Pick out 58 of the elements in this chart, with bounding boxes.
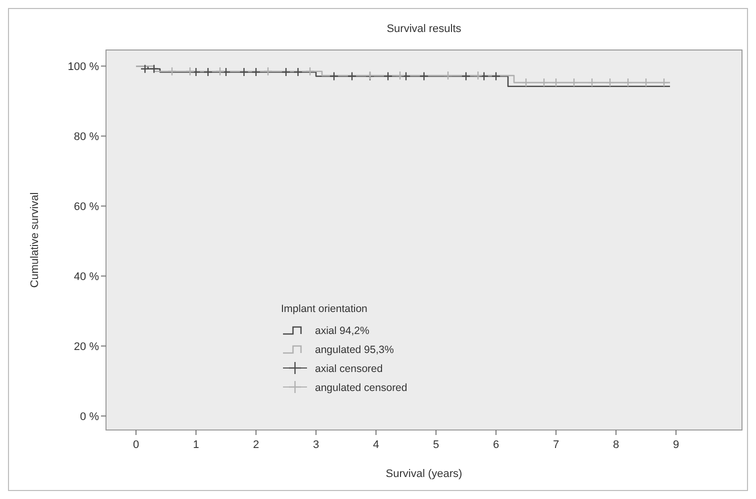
point (401, 72, 411, 81)
x-tick-label: 3 (312, 439, 320, 451)
point (293, 67, 303, 77)
point (329, 72, 339, 81)
y-axis-title: Cumulative survival (29, 192, 41, 288)
point (251, 67, 261, 77)
point (587, 78, 597, 88)
point (605, 78, 615, 88)
point (539, 78, 549, 88)
point (419, 72, 429, 81)
point (167, 66, 177, 76)
point (461, 72, 471, 81)
x-tick-label: 7 (552, 439, 560, 451)
point (641, 78, 651, 88)
point (221, 67, 231, 77)
point (623, 78, 633, 88)
point (383, 72, 393, 81)
legend-label: angulated 95,3% (315, 344, 394, 356)
point (185, 66, 195, 76)
y-tick-label: 60 % (74, 201, 100, 214)
x-tick-label: 2 (252, 439, 260, 451)
point (521, 78, 531, 88)
point (305, 66, 315, 76)
x-tick-label: 4 (372, 439, 380, 451)
y-tick-label: 0 % (80, 411, 100, 424)
y-tick-label: 100 % (68, 61, 100, 74)
x-axis-title: Survival (years) (386, 468, 462, 480)
x-tick-label: 0 (132, 439, 140, 451)
legend-label: axial 94,2% (315, 325, 370, 337)
point (191, 67, 201, 77)
point (347, 72, 357, 81)
point (569, 78, 579, 88)
point (395, 70, 405, 80)
x-tick-label: 6 (492, 439, 500, 451)
point (479, 72, 489, 81)
point (473, 70, 483, 80)
point (203, 67, 213, 77)
chart-title: Survival results (386, 23, 462, 35)
point (263, 66, 273, 76)
x-tick-label: 1 (192, 439, 200, 451)
legend-label: axial censored (315, 363, 383, 375)
point (140, 64, 150, 74)
x-tick-label: 5 (432, 439, 440, 451)
point (149, 64, 159, 74)
point (491, 72, 501, 81)
point (551, 78, 561, 88)
point (659, 78, 669, 88)
point (239, 67, 249, 77)
x-tick-label: 9 (672, 439, 680, 451)
legend-label: angulated censored (315, 382, 408, 394)
point (443, 70, 453, 80)
x-tick-label: 8 (612, 439, 620, 451)
y-tick-label: 80 % (74, 131, 100, 144)
legend-title: Implant orientation (281, 303, 368, 315)
point (215, 66, 225, 76)
point (281, 67, 291, 77)
y-tick-label: 40 % (74, 271, 100, 284)
y-tick-label: 20 % (74, 341, 100, 354)
